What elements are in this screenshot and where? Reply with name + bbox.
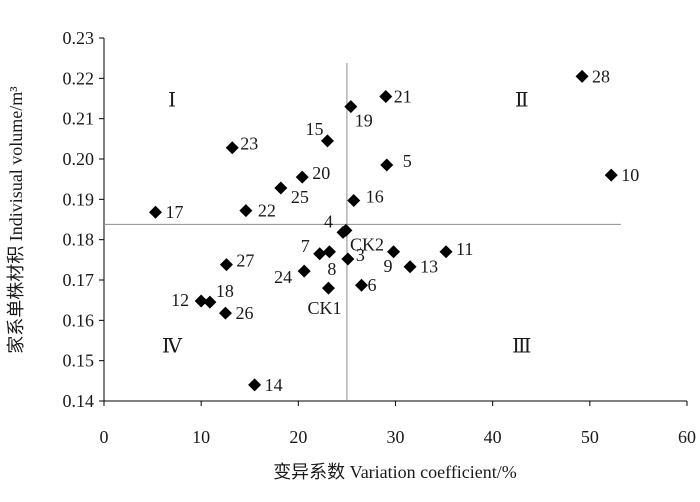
data-point-26 bbox=[218, 306, 232, 320]
y-tick-label: 0.20 bbox=[63, 149, 95, 169]
point-label-4: 4 bbox=[324, 211, 333, 231]
y-tick-label: 0.15 bbox=[63, 351, 95, 371]
data-point-7 bbox=[313, 247, 327, 261]
point-label-15: 15 bbox=[305, 119, 323, 139]
point-label-ck2: CK2 bbox=[350, 234, 384, 254]
x-tick-label: 30 bbox=[387, 427, 405, 447]
point-label-21: 21 bbox=[394, 86, 412, 106]
x-tick-label: 40 bbox=[484, 427, 502, 447]
data-point-11 bbox=[439, 245, 453, 259]
axes: 0.14 0.15 0.16 0.17 0.18 0.19 0.20 0.21 0.22 0.23… bbox=[63, 28, 697, 447]
point-label-9: 9 bbox=[384, 256, 393, 276]
data-point-20 bbox=[295, 170, 309, 184]
x-tick-label: 50 bbox=[581, 427, 599, 447]
point-label-11: 11 bbox=[456, 239, 473, 259]
data-point-14 bbox=[248, 378, 262, 392]
point-label-25: 25 bbox=[291, 187, 309, 207]
point-label-12: 12 bbox=[171, 290, 189, 310]
y-tick-label: 0.17 bbox=[63, 270, 95, 290]
y-tick-label: 0.14 bbox=[63, 391, 95, 411]
y-axis-title: 家系单株材积 Indivisual volume/m³ bbox=[6, 86, 26, 354]
point-label-24: 24 bbox=[274, 267, 292, 287]
point-label-ck1: CK1 bbox=[307, 298, 341, 318]
data-point-27 bbox=[219, 258, 233, 272]
y-tick-label: 0.16 bbox=[63, 310, 95, 330]
data-point-13 bbox=[403, 260, 417, 274]
point-label-3: 3 bbox=[356, 245, 365, 265]
data-point-8 bbox=[322, 245, 336, 259]
data-point-10 bbox=[604, 168, 618, 182]
quadrant-label: Ⅳ bbox=[162, 336, 183, 358]
point-label-22: 22 bbox=[258, 201, 276, 221]
point-label-20: 20 bbox=[312, 163, 330, 183]
data-point-12 bbox=[194, 294, 208, 308]
data-point-3 bbox=[341, 252, 355, 266]
point-label-27: 27 bbox=[236, 251, 254, 271]
point-label-8: 8 bbox=[327, 259, 336, 279]
data-point-ck1 bbox=[321, 281, 335, 295]
data-point-18 bbox=[203, 295, 217, 309]
y-tick-label: 0.22 bbox=[63, 68, 95, 88]
point-label-26: 26 bbox=[235, 303, 253, 323]
point-label-17: 17 bbox=[165, 202, 183, 222]
quadrant-label: Ⅱ bbox=[515, 90, 529, 112]
data-point-24 bbox=[297, 264, 311, 278]
data-point-ck2 bbox=[339, 223, 353, 237]
data-point-9 bbox=[387, 245, 401, 259]
y-tick-label: 0.19 bbox=[63, 189, 95, 209]
y-tick-label: 0.18 bbox=[63, 230, 95, 250]
y-tick-label: 0.23 bbox=[63, 28, 95, 48]
x-tick-label: 20 bbox=[289, 427, 307, 447]
y-tick-label: 0.21 bbox=[63, 109, 95, 129]
data-points bbox=[148, 69, 618, 392]
data-point-22 bbox=[239, 204, 253, 218]
point-label-6: 6 bbox=[367, 275, 376, 295]
quadrant-label: Ⅰ bbox=[168, 90, 176, 112]
data-point-15 bbox=[320, 134, 334, 148]
point-label-10: 10 bbox=[621, 165, 639, 185]
data-point-5 bbox=[380, 158, 394, 172]
quadrant-label: Ⅲ bbox=[512, 336, 531, 358]
data-point-17 bbox=[148, 205, 162, 219]
point-label-28: 28 bbox=[592, 66, 610, 86]
x-tick-label: 60 bbox=[678, 427, 696, 447]
quadrant-labels: Ⅰ Ⅱ Ⅲ Ⅳ bbox=[162, 90, 531, 358]
data-point-28 bbox=[575, 69, 589, 83]
data-point-16 bbox=[347, 194, 361, 208]
data-point-25 bbox=[274, 181, 288, 195]
x-axis-title: 变异系数 Variation coefficient/% bbox=[273, 462, 517, 482]
point-label-16: 16 bbox=[366, 187, 384, 207]
data-point-6 bbox=[354, 278, 368, 292]
point-label-19: 19 bbox=[355, 111, 373, 131]
point-label-14: 14 bbox=[265, 375, 283, 395]
data-point-21 bbox=[379, 89, 393, 103]
x-tick-label: 10 bbox=[192, 427, 210, 447]
point-label-7: 7 bbox=[301, 236, 310, 256]
point-label-18: 18 bbox=[216, 281, 234, 301]
point-label-23: 23 bbox=[240, 134, 258, 154]
x-tick-label: 0 bbox=[100, 427, 109, 447]
data-point-23 bbox=[225, 141, 239, 155]
data-point-19 bbox=[344, 100, 358, 114]
point-label-13: 13 bbox=[420, 257, 438, 277]
point-label-5: 5 bbox=[403, 151, 412, 171]
